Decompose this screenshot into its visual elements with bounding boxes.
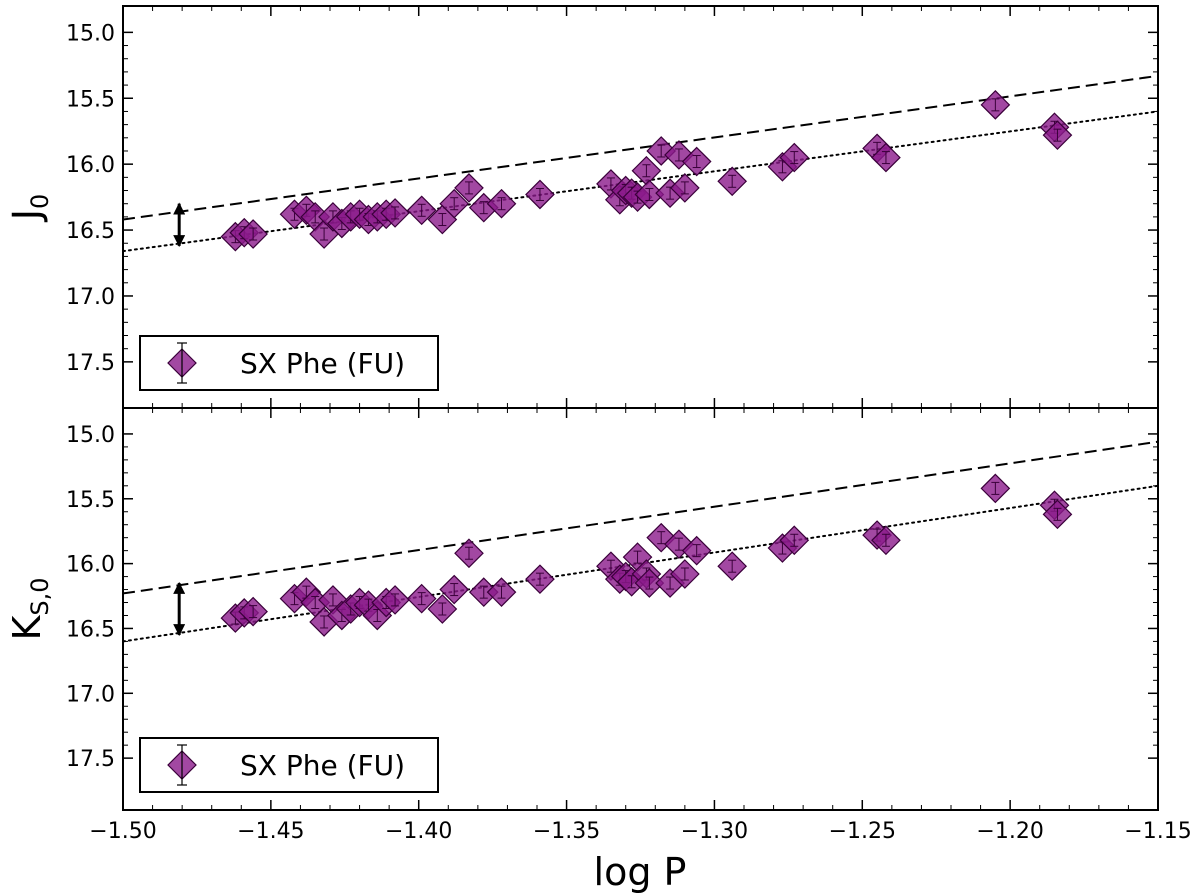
y-axis-title-main: J — [5, 209, 49, 222]
data-point — [1042, 120, 1073, 151]
x-axis-title: log P — [594, 850, 687, 894]
data-point — [670, 173, 700, 203]
y-tick-label: 15.5 — [66, 87, 115, 112]
data-point — [525, 564, 555, 595]
panel-bottom: 15.0 15.5 16.0 16.5 17.0 17.5 −1.50 −1.45 −1.40 −… — [5, 407, 1192, 844]
data-point — [380, 198, 410, 228]
data-point — [631, 155, 662, 186]
data-point — [871, 142, 901, 173]
y-tick-label: 17.0 — [66, 682, 115, 707]
dashed-fit-line — [123, 74, 1158, 221]
y-tick-label: 15.0 — [66, 21, 115, 46]
data-point — [486, 188, 517, 219]
y-tick-label: 17.0 — [66, 285, 115, 310]
data-point — [980, 90, 1011, 120]
legend: SX Phe (FU) — [139, 335, 439, 391]
data-point — [380, 585, 410, 615]
x-tick-label: −1.35 — [533, 819, 600, 844]
data-point — [681, 535, 712, 566]
y-axis-title-subscript: S,0 — [26, 577, 54, 615]
data-point — [871, 525, 901, 556]
data-point — [439, 574, 470, 605]
data-point — [670, 559, 700, 589]
y-tick-label: 16.0 — [66, 553, 115, 578]
data-point — [406, 583, 437, 614]
dotted-fit-line — [123, 110, 1158, 253]
x-tick-label: −1.45 — [237, 819, 304, 844]
x-tick-label: −1.15 — [1124, 819, 1191, 844]
data-point — [454, 538, 484, 569]
y-tick-label: 16.5 — [66, 219, 115, 244]
x-tick-label: −1.20 — [976, 819, 1043, 844]
y-axis-title-subscript: 0 — [26, 194, 54, 209]
data-point — [486, 577, 517, 607]
panel-top: 15.0 15.5 16.0 16.5 17.0 17.5 J0 SX Phe (FU) — [5, 5, 1159, 409]
x-tick-label: −1.40 — [385, 819, 452, 844]
y-axis-title: J0 — [5, 194, 54, 223]
x-tick-label: −1.50 — [89, 819, 156, 844]
data-point — [406, 195, 437, 226]
data-point — [717, 551, 748, 582]
data-point — [779, 142, 810, 173]
data-point — [980, 473, 1011, 504]
plot-area — [123, 74, 1158, 253]
y-tick-label: 15.5 — [66, 488, 115, 513]
y-tick-label: 17.5 — [66, 351, 115, 376]
y-tick-label: 16.0 — [66, 153, 115, 178]
data-point — [525, 179, 555, 210]
data-point — [717, 166, 748, 197]
y-axis-title-main: K — [5, 615, 49, 641]
data-point — [454, 173, 484, 203]
legend-label: SX Phe (FU) — [240, 749, 405, 782]
x-tick-label: −1.30 — [681, 819, 748, 844]
plot-area — [123, 440, 1158, 643]
dashed-fit-line — [123, 440, 1158, 595]
axes-frame — [122, 407, 1159, 811]
data-point — [1042, 499, 1073, 530]
y-tick-label: 15.0 — [66, 423, 115, 448]
data-point — [634, 568, 665, 598]
y-tick-label: 16.5 — [66, 617, 115, 642]
y-axis-title: KS,0 — [5, 577, 54, 640]
data-point — [238, 596, 268, 627]
data-point — [427, 594, 458, 624]
x-tick-label: −1.25 — [829, 819, 896, 844]
y-tick-label: 17.5 — [66, 747, 115, 772]
data-point — [439, 188, 470, 219]
data-point — [238, 219, 268, 249]
legend-label: SX Phe (FU) — [240, 347, 405, 380]
data-point — [779, 525, 810, 556]
data-point — [681, 146, 712, 177]
legend: SX Phe (FU) — [139, 737, 439, 793]
